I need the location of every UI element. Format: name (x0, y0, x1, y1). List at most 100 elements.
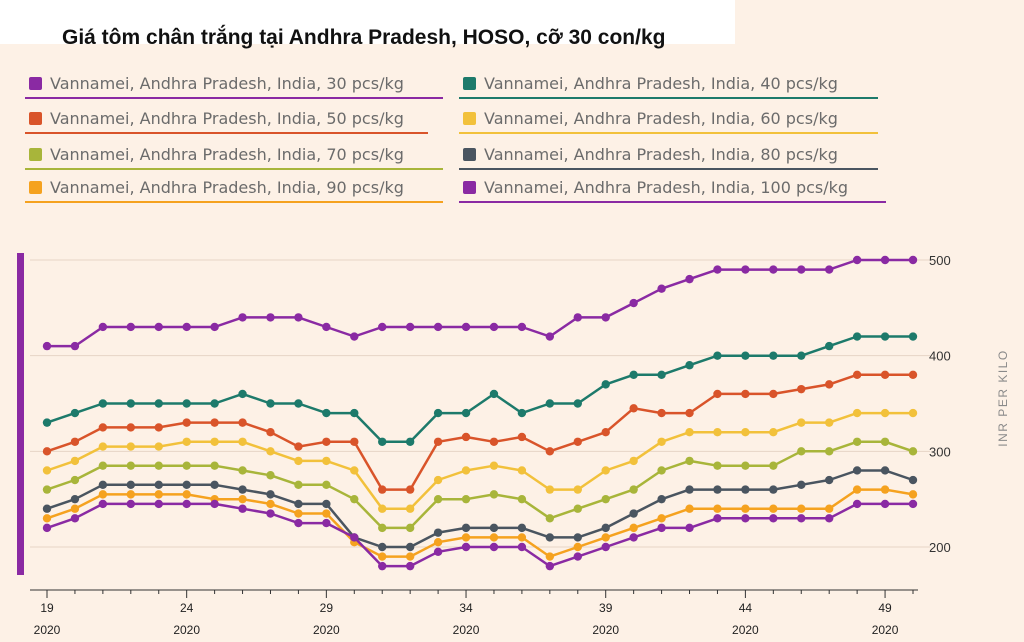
x-tick-label-49: 49 (878, 601, 892, 615)
x-tick-label-34: 34 (459, 601, 473, 615)
data-point-3-39 (601, 466, 610, 475)
data-point-3-38 (573, 485, 582, 494)
data-point-2-40 (629, 404, 638, 413)
chart-title: Giá tôm chân trắng tại Andhra Pradesh, H… (62, 26, 666, 49)
legend-swatch-60 (463, 112, 476, 125)
data-point-2-38 (573, 437, 582, 446)
data-point-6-24 (182, 490, 191, 499)
series-line-3 (46, 411, 913, 510)
data-point-5-46 (797, 480, 806, 490)
data-point-1-27 (266, 399, 275, 408)
legend-label-50: Vannamei, Andhra Pradesh, India, 50 pcs/… (50, 109, 404, 128)
data-point-7-28 (294, 518, 303, 528)
data-point-4-22 (126, 461, 136, 470)
data-point-3-42 (685, 428, 694, 437)
data-point-0-28 (294, 313, 303, 322)
data-point-4-19 (42, 485, 52, 494)
data-point-3-36 (517, 466, 527, 475)
data-point-2-44 (741, 389, 750, 399)
data-point-4-37 (545, 514, 555, 523)
data-point-5-34 (461, 523, 471, 533)
legend-underline-100 (459, 201, 886, 203)
data-point-3-25 (210, 437, 219, 446)
data-point-0-46 (797, 265, 806, 274)
data-point-5-36 (517, 523, 527, 533)
data-point-0-49 (880, 255, 890, 265)
data-point-2-19 (42, 447, 52, 456)
data-point-2-36 (517, 432, 527, 442)
legend-swatch-90 (29, 181, 42, 194)
x-tick-label-29: 29 (320, 601, 334, 615)
title-background (0, 0, 735, 44)
data-point-3-20 (70, 456, 80, 466)
data-point-6-39 (601, 533, 610, 542)
data-point-1-25 (210, 399, 219, 408)
data-point-7-27 (266, 509, 275, 518)
data-point-7-34 (461, 542, 471, 552)
data-point-3-35 (489, 461, 499, 470)
series-6 (42, 485, 918, 561)
data-point-3-40 (629, 456, 638, 466)
data-point-0-33 (433, 322, 443, 332)
data-point-6-49 (880, 485, 890, 494)
data-point-6-27 (266, 499, 275, 509)
data-point-3-49 (880, 408, 890, 418)
data-point-3-21 (98, 442, 108, 451)
data-point-3-41 (657, 437, 666, 446)
legend-label-30: Vannamei, Andhra Pradesh, India, 30 pcs/… (50, 74, 404, 93)
data-point-1-33 (433, 408, 443, 418)
data-point-2-21 (98, 423, 108, 432)
data-point-6-33 (433, 538, 443, 547)
data-point-6-28 (294, 509, 303, 518)
data-point-2-22 (126, 423, 136, 432)
data-point-7-45 (769, 514, 778, 523)
data-point-3-37 (545, 485, 555, 494)
left-accent-bar (17, 253, 24, 575)
data-point-2-24 (182, 418, 191, 427)
data-point-2-45 (769, 389, 778, 399)
data-point-6-26 (238, 494, 247, 504)
data-point-4-29 (322, 480, 331, 490)
data-point-2-43 (713, 389, 722, 399)
data-point-5-29 (322, 499, 331, 509)
data-point-2-29 (322, 437, 331, 446)
data-point-1-39 (601, 380, 610, 389)
series-7 (42, 499, 918, 571)
data-point-7-42 (685, 523, 694, 533)
data-point-1-49 (880, 332, 890, 341)
series-1 (42, 332, 918, 446)
data-point-0-24 (182, 322, 191, 332)
data-point-7-21 (98, 499, 108, 509)
data-point-7-46 (797, 514, 806, 523)
data-point-3-44 (741, 428, 750, 437)
series-line-4 (46, 440, 914, 530)
data-point-0-23 (154, 322, 163, 332)
data-point-6-47 (824, 504, 834, 513)
data-point-6-29 (322, 509, 331, 518)
data-point-4-39 (601, 494, 610, 504)
data-point-5-37 (545, 533, 555, 542)
data-point-5-43 (713, 485, 722, 494)
data-point-1-28 (294, 399, 303, 408)
data-point-5-26 (238, 485, 247, 494)
data-point-4-38 (573, 504, 582, 513)
data-point-5-49 (880, 466, 890, 475)
data-point-6-37 (545, 552, 555, 561)
data-point-1-30 (350, 408, 359, 418)
data-point-5-28 (294, 499, 303, 509)
data-point-0-32 (405, 322, 415, 332)
y-tick-label-300: 300 (929, 444, 951, 459)
x-tick-label-39: 39 (599, 601, 613, 615)
data-point-4-44 (741, 461, 750, 470)
data-point-7-33 (433, 547, 443, 556)
data-point-5-45 (769, 485, 778, 494)
legend-swatch-50 (29, 112, 42, 125)
data-point-7-47 (824, 514, 834, 523)
y-tick-label-500: 500 (929, 253, 951, 268)
legend-swatch-80 (463, 148, 476, 161)
x-tick-year-24: 2020 (173, 623, 200, 637)
data-point-1-36 (517, 408, 527, 418)
data-point-4-27 (266, 471, 275, 480)
data-point-0-45 (769, 265, 778, 274)
legend-label-60: Vannamei, Andhra Pradesh, India, 60 pcs/… (484, 109, 838, 128)
